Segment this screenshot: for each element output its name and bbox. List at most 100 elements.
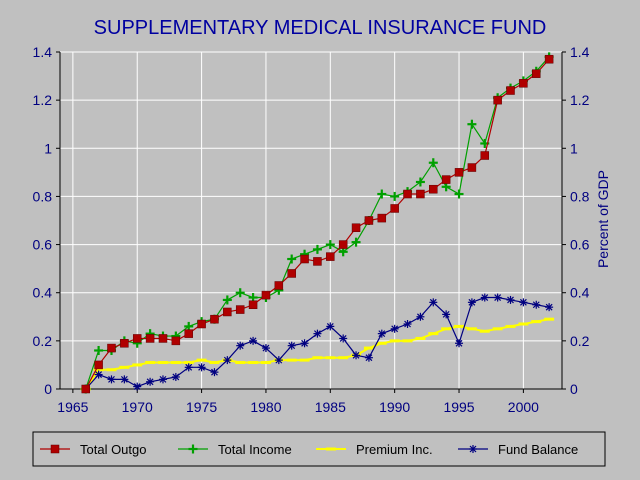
data-point-total-income xyxy=(312,244,322,254)
data-point-total-outgo xyxy=(107,343,116,353)
data-point-fund-balance xyxy=(403,320,412,329)
data-point-total-outgo xyxy=(313,257,322,266)
data-point-fund-balance xyxy=(429,298,438,307)
data-point-total-outgo xyxy=(454,168,464,177)
data-point-total-income xyxy=(235,288,245,298)
legend: Total Outgo Total Income Premium Inc. Fund … xyxy=(32,431,606,467)
x-tick-label: 2000 xyxy=(508,399,539,415)
marker-square xyxy=(377,213,387,223)
data-point-total-income xyxy=(287,254,297,264)
marker-square xyxy=(416,189,425,199)
data-point-total-outgo xyxy=(184,329,193,338)
marker-square xyxy=(454,168,464,177)
data-point-fund-balance xyxy=(210,368,219,377)
marker-square xyxy=(429,184,438,194)
data-point-total-outgo xyxy=(338,240,348,249)
data-point-total-income xyxy=(467,119,477,129)
data-point-fund-balance xyxy=(184,363,193,372)
marker-square xyxy=(506,86,515,95)
data-point-total-outgo xyxy=(287,269,296,278)
marker-square xyxy=(351,223,361,232)
data-point-total-outgo xyxy=(94,360,103,370)
data-point-total-income xyxy=(351,237,361,247)
data-point-fund-balance xyxy=(158,375,167,384)
data-point-total-outgo xyxy=(467,163,477,172)
data-point-total-outgo xyxy=(210,314,219,324)
legend-label: Fund Balance xyxy=(498,442,578,457)
marker-square xyxy=(441,175,451,184)
data-point-total-income xyxy=(428,158,438,168)
data-point-fund-balance xyxy=(313,329,322,338)
legend-label: Total Outgo xyxy=(80,442,147,457)
marker-square xyxy=(300,254,309,264)
data-point-total-outgo xyxy=(197,319,206,329)
marker-square xyxy=(197,319,206,329)
data-point-total-outgo xyxy=(403,189,412,199)
data-point-fund-balance xyxy=(236,341,245,350)
chart-title: SUPPLEMENTARY MEDICAL INSURANCE FUND xyxy=(94,17,547,39)
data-point-total-outgo xyxy=(416,189,425,199)
marker-square xyxy=(326,252,335,261)
marker-square xyxy=(313,257,322,266)
marker-square xyxy=(493,95,502,105)
y-tick-label-right: 1 xyxy=(570,140,578,156)
y-tick-label-left: 1 xyxy=(44,140,52,156)
y-tick-label-right: 0.8 xyxy=(570,188,590,204)
y-tick-label-right: 1.2 xyxy=(570,92,590,108)
legend-label: Premium Inc. xyxy=(356,442,433,457)
data-point-total-income xyxy=(377,189,387,199)
marker-square xyxy=(364,216,374,225)
data-point-fund-balance xyxy=(171,372,180,381)
marker-square xyxy=(184,329,193,338)
plot-area: 0 0.2 0.4 0.6 0.8 1 1.2 1.4 0 0.2 0.4 0.6 0.8 1 1.2 1.4… xyxy=(33,44,590,415)
data-point-total-outgo xyxy=(158,334,168,343)
y-tick-label-left: 0.2 xyxy=(33,333,53,349)
data-point-fund-balance xyxy=(339,334,348,343)
data-point-fund-balance xyxy=(506,295,515,304)
marker-square xyxy=(480,151,490,160)
data-point-total-outgo xyxy=(274,281,284,290)
data-point-fund-balance xyxy=(352,351,361,360)
y-tick-label-right: 0.4 xyxy=(570,285,590,301)
legend-item-premium-inc: Premium Inc. xyxy=(316,442,433,457)
marker-square xyxy=(120,339,129,348)
data-point-fund-balance xyxy=(326,322,335,331)
data-point-total-outgo xyxy=(390,204,399,213)
data-point-total-outgo xyxy=(544,54,554,64)
x-tick-label: 1985 xyxy=(315,399,346,415)
data-point-total-outgo xyxy=(326,252,335,261)
data-point-fund-balance xyxy=(545,303,554,312)
legend-item-fund-balance: Fund Balance xyxy=(458,442,578,457)
marker-square xyxy=(81,384,90,394)
data-point-total-outgo xyxy=(351,223,361,232)
data-point-fund-balance xyxy=(442,310,451,319)
data-point-total-outgo xyxy=(364,216,374,225)
marker-square xyxy=(274,281,284,290)
data-point-total-outgo xyxy=(480,151,490,160)
y-tick-label-left: 0.4 xyxy=(33,285,53,301)
marker-square xyxy=(145,334,155,343)
data-point-total-income xyxy=(222,295,232,305)
marker-square xyxy=(338,240,348,249)
x-tick-label: 1965 xyxy=(57,399,88,415)
legend-marker xyxy=(50,444,60,454)
data-point-total-outgo xyxy=(81,384,90,394)
legend-item-total-outgo: Total Outgo xyxy=(40,442,147,457)
data-point-total-outgo xyxy=(132,334,142,343)
marker-square xyxy=(248,300,258,309)
y-tick-label-left: 1.4 xyxy=(33,44,53,60)
data-point-fund-balance xyxy=(455,339,464,348)
data-point-total-outgo xyxy=(506,86,515,95)
legend-marker xyxy=(188,444,198,454)
marker-square xyxy=(107,343,116,353)
y-tick-label-right: 0.6 xyxy=(570,237,590,253)
y-tick-label-left: 0.6 xyxy=(33,237,53,253)
data-point-fund-balance xyxy=(197,363,206,372)
data-point-total-outgo xyxy=(519,79,528,88)
data-point-fund-balance xyxy=(249,336,258,345)
marker-square xyxy=(532,69,541,78)
data-point-fund-balance xyxy=(480,293,489,302)
data-point-total-outgo xyxy=(171,336,181,346)
data-point-fund-balance xyxy=(133,382,142,391)
